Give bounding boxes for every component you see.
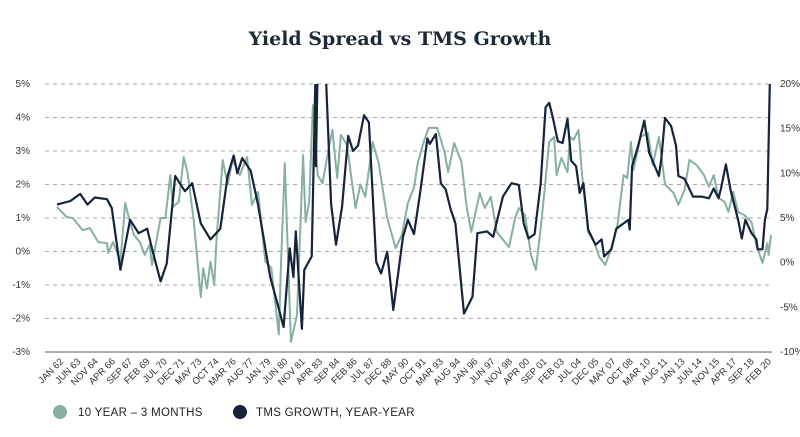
- left-axis-tick: 0%: [16, 247, 31, 258]
- left-axis-tick: -1%: [12, 280, 30, 291]
- legend-marker-spread: [53, 405, 67, 419]
- left-axis-tick: 4%: [16, 113, 31, 124]
- right-axis-labels: -10% -5% 0% 5% 10% 15% 20%: [780, 79, 800, 358]
- right-axis-tick: 10%: [780, 168, 800, 179]
- legend: 10 YEAR – 3 MONTHS TMS GROWTH, YEAR-YEAR: [53, 405, 415, 419]
- series-lines: [56, 84, 772, 343]
- left-axis-tick: 2%: [16, 180, 31, 191]
- chart-title: Yield Spread vs TMS Growth: [248, 28, 552, 50]
- left-axis-labels: -3% -2% -1% 0% 1% 2% 3% 4% 5%: [12, 79, 30, 358]
- tms-growth-line: [56, 84, 771, 330]
- legend-marker-tms: [233, 405, 247, 419]
- left-axis-tick: 1%: [16, 213, 31, 224]
- right-axis-tick: -5%: [780, 302, 798, 313]
- right-axis-tick: -10%: [780, 347, 800, 358]
- right-axis-tick: 0%: [780, 258, 795, 269]
- legend-label-tms: TMS GROWTH, YEAR-YEAR: [256, 407, 415, 419]
- legend-label-spread: 10 YEAR – 3 MONTHS: [78, 407, 203, 419]
- right-axis-tick: 15%: [780, 124, 800, 135]
- gridlines: [45, 83, 772, 353]
- right-axis-tick: 20%: [780, 79, 800, 90]
- yield-spread-line: [56, 104, 772, 343]
- right-axis-tick: 5%: [780, 213, 795, 224]
- left-axis-tick: 3%: [16, 146, 31, 157]
- left-axis-tick: 5%: [16, 79, 31, 90]
- left-axis-tick: -2%: [12, 314, 30, 325]
- left-axis-tick: -3%: [12, 347, 30, 358]
